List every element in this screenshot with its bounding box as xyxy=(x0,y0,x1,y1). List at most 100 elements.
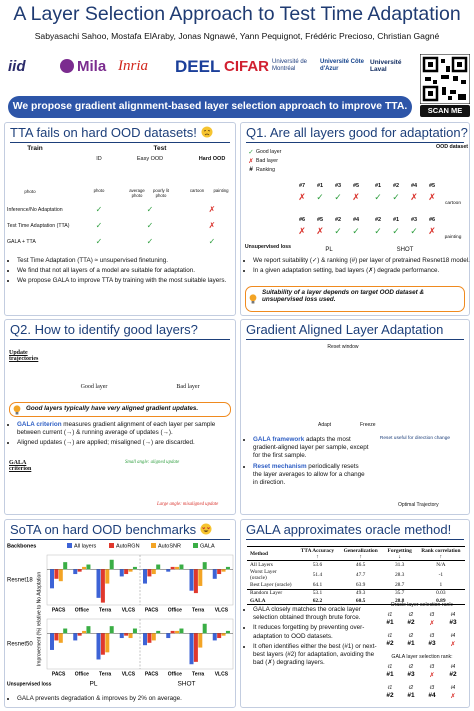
layer-label: ℓ2 xyxy=(408,664,414,670)
rank-label: #5 xyxy=(352,183,360,189)
rank-label: #4 xyxy=(410,183,418,189)
table-row: Random Layer 53.1 49.3 35.7 0.03 xyxy=(247,588,465,597)
rank-label: #1 xyxy=(386,671,394,678)
status-mark: ✗ xyxy=(208,221,216,230)
bullet: Aligned updates (→) are applied; misalig… xyxy=(17,439,239,447)
table-cell: 28.8 xyxy=(382,596,417,606)
section-title: Q2. How to identify good layers? xyxy=(10,322,198,337)
bullet-lead: GALA criterion xyxy=(17,421,62,428)
logo: DEEL xyxy=(175,57,221,76)
table-cell: 0.89 xyxy=(416,596,465,606)
layer-label: ℓ1 xyxy=(387,664,393,670)
table-cell: Random Layer xyxy=(247,588,297,597)
bar xyxy=(50,633,54,650)
legend-label: Adapt xyxy=(318,422,332,428)
logo: CIFAR xyxy=(224,58,269,75)
legend-label: Bad layer xyxy=(256,158,278,164)
callout: Good layers typically have very aligned … xyxy=(9,402,231,417)
bullet-lead: Reset mechanism xyxy=(253,462,307,470)
status-mark: ✓ xyxy=(352,226,360,236)
bar xyxy=(175,630,180,634)
table-cell: 28.7 xyxy=(394,582,405,589)
figure-label: θ* xyxy=(59,173,65,179)
bar xyxy=(189,569,194,591)
table-cell: Worst Layer (oracle) xyxy=(250,568,277,581)
table-cell: 46.5 xyxy=(355,561,366,568)
logo-icon xyxy=(60,59,74,73)
title-text: TTA fails on hard OOD datasets! xyxy=(10,125,197,140)
bar xyxy=(193,569,198,594)
figure-label: Hard OOD xyxy=(198,156,226,162)
table-row: All Layers 53.6 46.5 31.3 N/A xyxy=(247,561,465,569)
layer-suitability-figure: ✓ Good layer ✗ Bad layer # Ranking OOD dataset… xyxy=(242,144,470,257)
x-tick-label: Office xyxy=(168,671,182,677)
legend-mark: ✗ xyxy=(248,158,254,165)
section-sota: SoTA on hard OOD benchmarks Backbones All… xyxy=(4,519,236,708)
figure-label: Small angle: aligned update xyxy=(125,460,180,465)
figure-label: cartoon xyxy=(445,201,461,206)
bar xyxy=(166,569,171,572)
logo: Inria xyxy=(118,58,148,74)
legend-label: Good layer xyxy=(256,149,282,155)
bullet-lead: GALA framework xyxy=(253,436,305,443)
bar xyxy=(179,628,184,634)
x-tick-label: PACS xyxy=(52,671,66,677)
bar xyxy=(151,633,156,641)
table-cell: 49.3 xyxy=(338,588,383,597)
bar xyxy=(225,566,230,570)
status-mark: ✓ xyxy=(95,221,103,230)
bullet: We propose GALA to improve TTA by traini… xyxy=(17,277,239,285)
rank-label: #2 xyxy=(407,619,415,626)
status-mark: ✗ xyxy=(316,226,324,236)
x-tick-label: VLCS xyxy=(122,607,136,613)
bar xyxy=(198,569,203,586)
table-cell: Best Layer (oracle) xyxy=(250,582,292,589)
layer-label: ℓ1 xyxy=(387,685,393,691)
status-mark: ✓ xyxy=(146,205,154,214)
logo: iid xyxy=(8,58,26,75)
rank-label: #4 xyxy=(352,217,360,223)
bar xyxy=(221,633,226,636)
table-cell: 53.6 xyxy=(312,561,323,568)
rank-label: #1 xyxy=(316,183,324,189)
layer-label: ℓ2 xyxy=(408,633,414,639)
status-mark: ✓ xyxy=(334,192,342,202)
emoji xyxy=(200,523,212,535)
bullet: We find that not all layers of a model a… xyxy=(17,267,239,275)
bar xyxy=(170,630,175,634)
bar xyxy=(212,569,217,579)
status-mark: ✓ xyxy=(146,221,154,230)
legend-swatch xyxy=(193,543,198,548)
bullet: We report suitability (✓) & ranking (#) … xyxy=(253,257,474,265)
status-mark: ✗ xyxy=(428,226,436,236)
bullet: GALA closely matches the oracle layer se… xyxy=(253,606,381,622)
figure-label: Large angle: misaligned update xyxy=(157,502,219,507)
rank-label: #2 xyxy=(386,692,394,699)
section-oracle: GALA approximates oracle method! Method T… xyxy=(240,519,470,708)
figure-label: photo xyxy=(93,188,105,193)
layer-label: ℓ4 xyxy=(450,685,456,691)
section-title: Gradient Aligned Layer Adaptation xyxy=(246,322,444,337)
header-cell: Generalization ↑ xyxy=(338,545,383,562)
header-cell: Method xyxy=(247,545,297,562)
figure-label: poorly lit photo xyxy=(152,188,169,198)
status-mark: ✓ xyxy=(146,237,154,246)
bullets: GALA prevents degradation & improves by … xyxy=(8,695,239,705)
bar xyxy=(124,569,129,575)
bar xyxy=(124,633,129,636)
bullet-text: adapts the most gradient-aligned layer p… xyxy=(253,436,369,460)
rank-label: #2 xyxy=(334,217,342,223)
bar xyxy=(217,633,222,639)
qr-label: SCAN ME xyxy=(420,105,470,117)
bar xyxy=(77,633,82,636)
bar xyxy=(109,626,114,634)
bar xyxy=(175,566,180,570)
header-cell: Forgetting ↓ xyxy=(382,545,417,562)
rank-label: ✗ xyxy=(429,672,435,679)
figure-label: Train xyxy=(27,145,43,152)
legend-label: Optimal Trajectory xyxy=(398,502,439,508)
bar xyxy=(63,628,68,634)
bullets: GALA framework adapts the most gradient-… xyxy=(244,436,369,489)
rank-label: #1 xyxy=(386,619,394,626)
rank-label: #2 xyxy=(374,217,382,223)
